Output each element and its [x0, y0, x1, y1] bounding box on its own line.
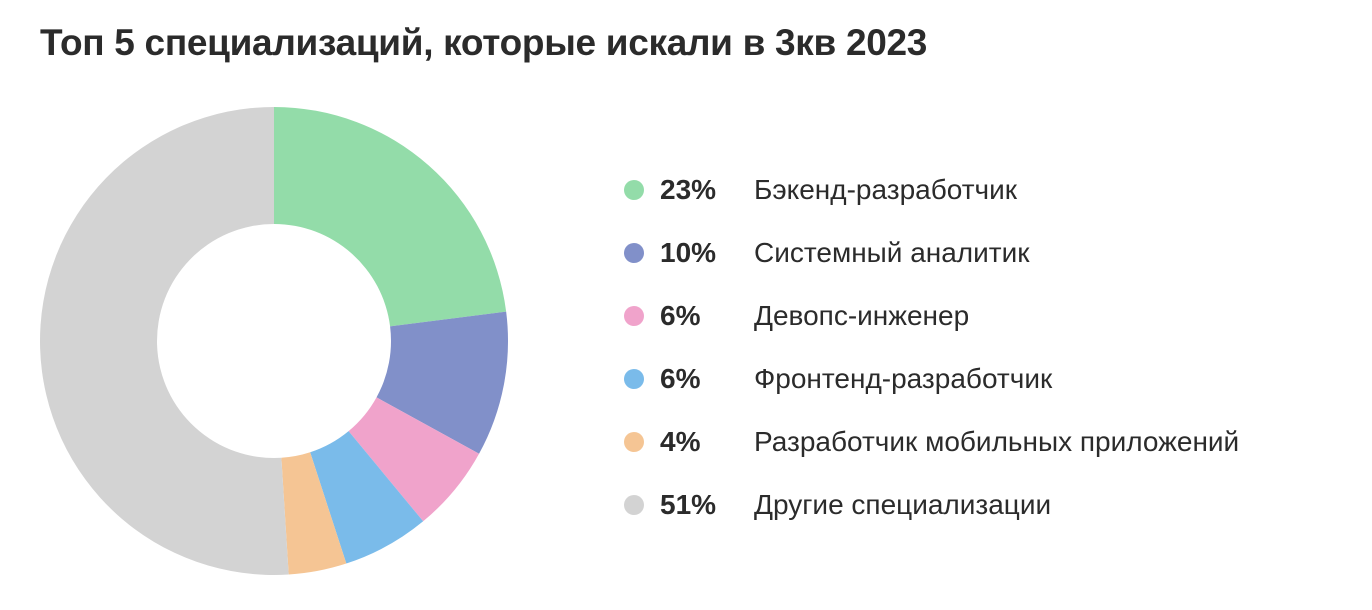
- legend-item-5: 51% Другие специализации: [624, 473, 1239, 536]
- chart-legend: 23% Бэкенд-разработчик 10% Системный аналит…: [624, 158, 1239, 536]
- legend-dot-icon: [624, 494, 644, 515]
- legend-item-3: 6% Фронтенд-разработчик: [624, 347, 1239, 410]
- legend-value: 6%: [660, 299, 701, 331]
- legend-dot-icon: [624, 368, 644, 389]
- legend-dot-icon: [624, 305, 644, 326]
- legend-dot-icon: [624, 179, 644, 200]
- legend-item-0: 23% Бэкенд-разработчик: [624, 158, 1239, 221]
- legend-value: 4%: [660, 425, 701, 457]
- legend-label: Разработчик мобильных приложений: [754, 425, 1240, 457]
- legend-dot-icon: [624, 242, 644, 263]
- chart-title: Топ 5 специализаций, которые искали в 3к…: [40, 22, 928, 63]
- donut-slice-1: [376, 311, 509, 454]
- legend-dot-icon: [624, 431, 644, 452]
- donut-slice-3: [310, 431, 424, 564]
- donut-slice-2: [348, 397, 480, 522]
- legend-value: 51%: [660, 488, 717, 520]
- legend-value: 10%: [660, 236, 717, 268]
- legend-item-4: 4% Разработчик мобильных приложений: [624, 410, 1239, 473]
- legend-label: Девопс-инженер: [754, 299, 970, 331]
- legend-label: Фронтенд-разработчик: [754, 362, 1053, 394]
- donut-slice-4: [281, 452, 347, 575]
- legend-value: 23%: [660, 173, 717, 205]
- donut-slice-0: [274, 107, 507, 327]
- legend-item-1: 10% Системный аналитик: [624, 221, 1239, 284]
- donut-slice-5: [40, 107, 289, 575]
- legend-label: Системный аналитик: [754, 236, 1030, 268]
- legend-label: Бэкенд-разработчик: [754, 173, 1018, 205]
- legend-label: Другие специализации: [754, 488, 1052, 520]
- legend-value: 6%: [660, 362, 701, 394]
- legend-item-2: 6% Девопс-инженер: [624, 284, 1239, 347]
- donut-slices: [40, 107, 509, 575]
